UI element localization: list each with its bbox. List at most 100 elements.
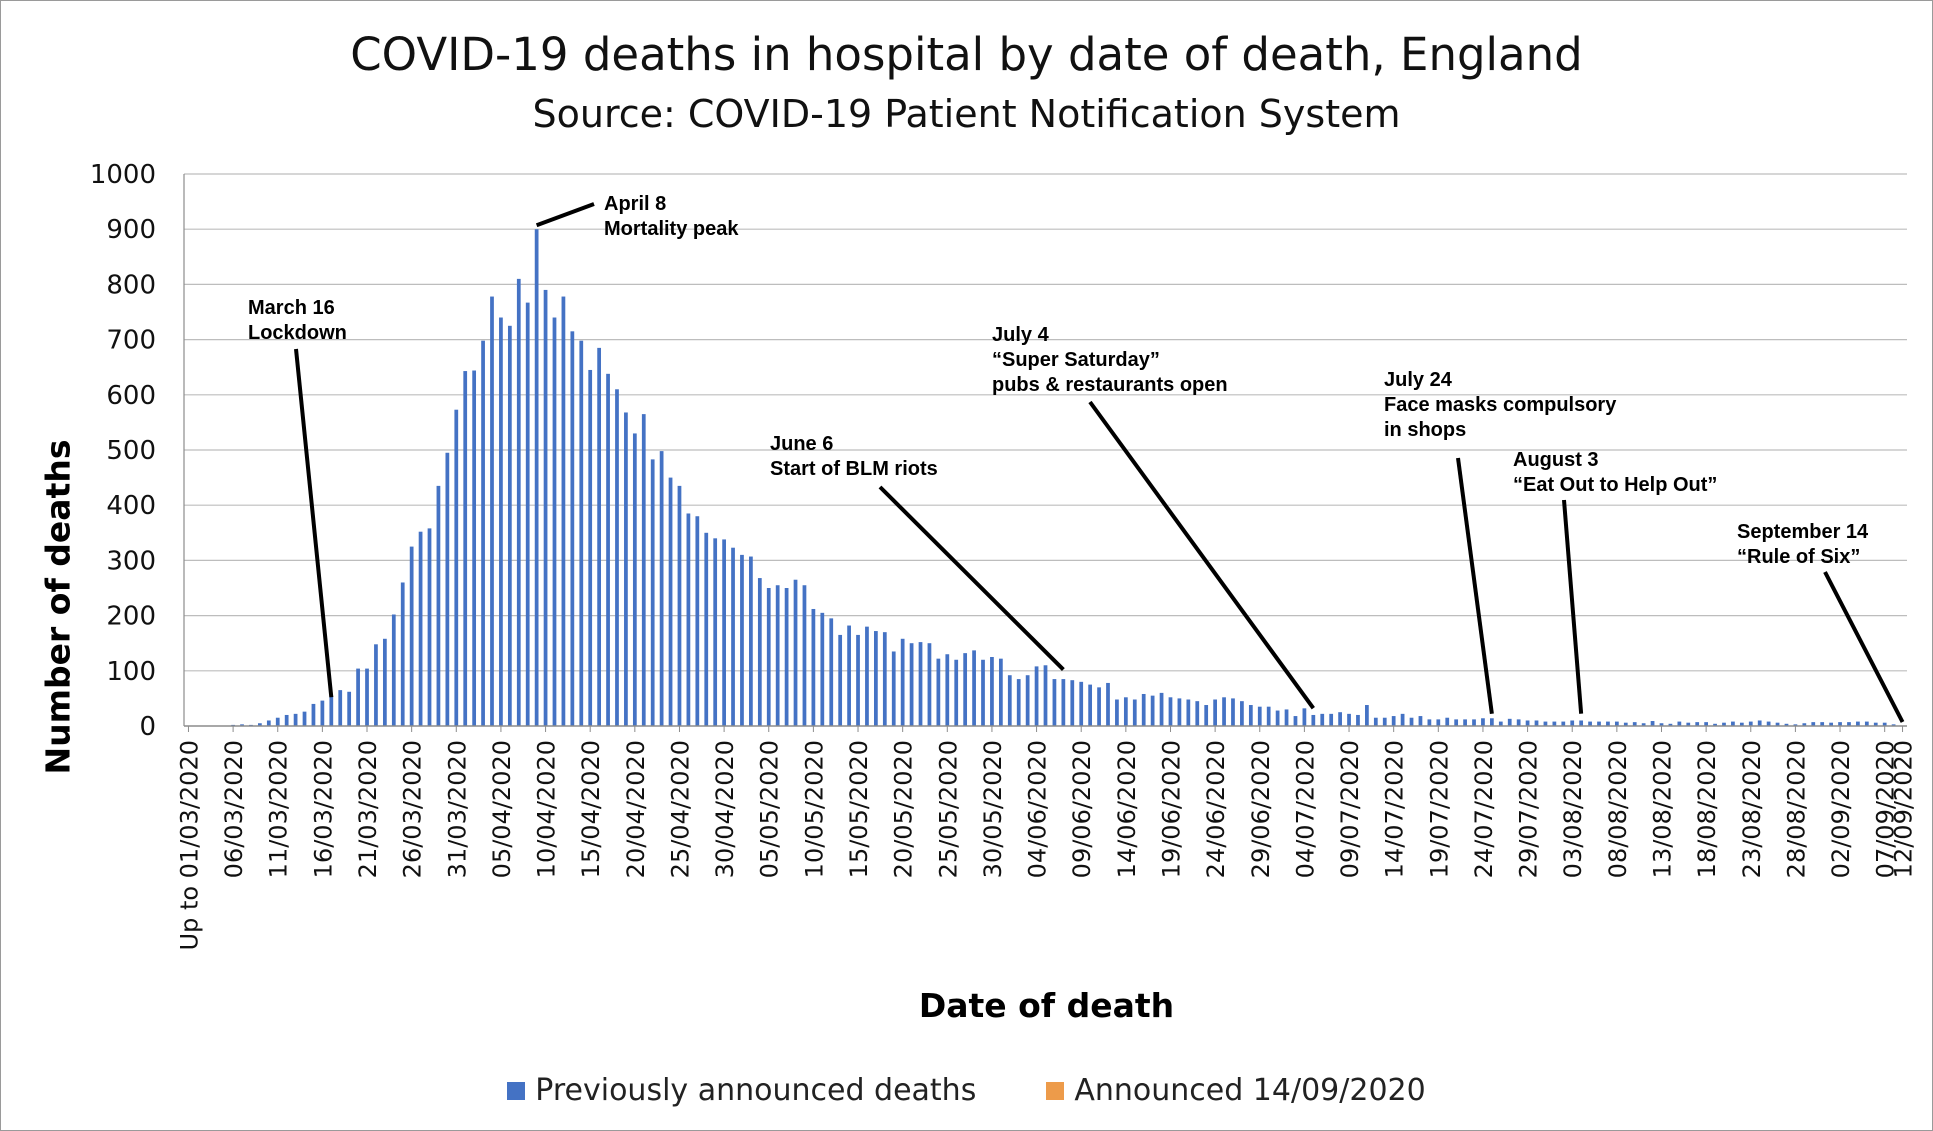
bar-previous-25 (409, 546, 414, 726)
bar-previous-42 (561, 296, 566, 726)
bar-previous-22 (382, 638, 387, 726)
bar-previous-171 (1713, 723, 1717, 726)
bar-previous-34 (490, 296, 494, 726)
bar-previous-127 (1320, 713, 1325, 726)
bar-previous-121 (1266, 706, 1271, 726)
x-tick-label: 04/07/2020 (1291, 740, 1319, 878)
bar-previous-100 (1079, 681, 1084, 726)
bar-previous-181 (1802, 723, 1807, 726)
bar-previous-51 (641, 414, 646, 726)
bar-previous-135 (1391, 716, 1396, 726)
annotation-text: March 16 (248, 297, 335, 319)
x-tick-label: 30/05/2020 (979, 740, 1007, 878)
annotation-leader-line (1823, 571, 1905, 723)
bar-previous-161 (1623, 722, 1628, 726)
bar-previous-50 (632, 433, 637, 726)
bar-previous-115 (1213, 699, 1217, 726)
x-tick-label: 09/07/2020 (1336, 740, 1364, 878)
bar-previous-119 (1248, 705, 1253, 726)
bar-previous-15 (320, 700, 325, 726)
bar-previous-95 (1034, 666, 1039, 726)
bar-previous-17 (338, 690, 343, 726)
bar-previous-30 (454, 409, 459, 726)
bar-previous-189 (1873, 722, 1878, 726)
bar-previous-10 (275, 717, 280, 726)
bar-previous-105 (1123, 697, 1128, 726)
y-tick-label: 700 (106, 326, 156, 356)
bar-previous-154 (1561, 721, 1566, 726)
bar-previous-93 (1016, 679, 1021, 726)
bar-previous-65 (766, 588, 771, 726)
x-tick-label: 08/08/2020 (1604, 740, 1632, 878)
bar-previous-112 (1186, 699, 1191, 726)
legend-label-previous: Previously announced deaths (535, 1073, 977, 1108)
bar-previous-144 (1472, 719, 1476, 726)
annotation-2: June 6 Start of BLM riots (770, 433, 1065, 671)
bar-previous-149 (1516, 719, 1521, 726)
bar-previous-27 (427, 528, 432, 726)
bar-previous-47 (606, 373, 610, 726)
bar-previous-9 (266, 720, 271, 726)
y-tick-label: 600 (106, 381, 156, 411)
bar-previous-19 (356, 668, 360, 726)
bar-previous-6 (240, 724, 244, 726)
x-tick-label: 13/08/2020 (1648, 740, 1676, 878)
bar-previous-88 (972, 650, 976, 726)
bar-previous-126 (1311, 714, 1316, 726)
x-tick-label: 10/05/2020 (800, 740, 828, 878)
bar-previous-139 (1427, 719, 1432, 726)
annotation-text: July 24 (1384, 369, 1453, 391)
bar-previous-184 (1829, 722, 1833, 726)
x-tick-label: 09/06/2020 (1068, 740, 1096, 878)
bar-previous-82 (918, 642, 923, 726)
bar-previous-89 (981, 659, 985, 726)
bar-previous-38 (525, 302, 530, 726)
bar-previous-113 (1195, 701, 1200, 726)
y-tick-label: 300 (106, 546, 156, 576)
bar-previous-36 (507, 325, 512, 726)
bar-previous-63 (749, 556, 753, 726)
x-tick-label: 05/04/2020 (488, 740, 516, 878)
bar-previous-168 (1686, 722, 1691, 726)
bar-previous-40 (543, 289, 548, 726)
bar-previous-125 (1302, 708, 1307, 726)
bar-previous-32 (472, 370, 477, 726)
bar-previous-31 (463, 371, 468, 726)
bar-previous-67 (784, 588, 789, 726)
annotation-text: April 8 (604, 193, 666, 215)
bar-previous-87 (963, 653, 968, 726)
bar-previous-117 (1231, 698, 1235, 726)
bar-previous-43 (570, 331, 575, 726)
bar-previous-66 (775, 585, 780, 726)
x-tick-label: 15/04/2020 (577, 740, 605, 878)
bar-previous-35 (499, 317, 503, 726)
annotation-5: August 3 “Eat Out to Help Out” (1513, 449, 1717, 714)
x-tick-label: 03/08/2020 (1559, 740, 1587, 878)
annotation-text: July 4 (992, 324, 1050, 346)
bar-previous-68 (793, 579, 798, 726)
bar-previous-114 (1204, 705, 1209, 726)
bar-previous-118 (1240, 701, 1244, 726)
y-tick-label: 400 (106, 491, 156, 521)
x-tick-label: 25/04/2020 (666, 740, 694, 878)
x-tick-label: 10/04/2020 (533, 740, 561, 878)
annotation-3: July 4 “Super Saturday” pubs & restaurants… (992, 324, 1315, 710)
bar-previous-124 (1293, 716, 1298, 726)
y-tick-label: 100 (106, 657, 156, 687)
bar-previous-61 (731, 547, 735, 726)
annotation-text: “Super Saturday” (992, 349, 1160, 371)
bar-previous-96 (1043, 665, 1048, 726)
bar-previous-55 (677, 485, 682, 726)
bar-previous-156 (1579, 720, 1584, 726)
bar-previous-185 (1838, 722, 1842, 726)
bar-previous-162 (1632, 722, 1637, 726)
bar-previous-136 (1400, 713, 1405, 726)
x-tick-label: 26/03/2020 (399, 740, 427, 878)
bar-previous-178 (1775, 722, 1780, 726)
annotation-0: March 16 Lockdown (248, 297, 347, 698)
bar-previous-133 (1373, 717, 1378, 726)
bar-previous-23 (391, 614, 396, 726)
bar-previous-170 (1704, 722, 1709, 726)
legend-swatch-previous (507, 1081, 526, 1100)
